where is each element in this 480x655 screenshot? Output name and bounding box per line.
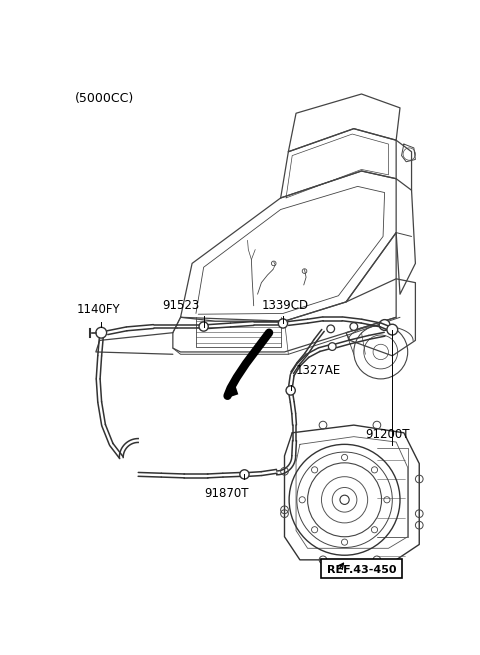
Circle shape — [96, 328, 107, 338]
Circle shape — [350, 323, 358, 330]
Circle shape — [278, 319, 288, 328]
Text: 1339CD: 1339CD — [262, 299, 309, 312]
Circle shape — [199, 322, 208, 331]
Circle shape — [328, 343, 336, 350]
Circle shape — [327, 325, 335, 333]
Circle shape — [379, 320, 390, 330]
Text: 91870T: 91870T — [204, 487, 249, 500]
Text: 91523: 91523 — [162, 299, 199, 312]
Text: 1327AE: 1327AE — [296, 364, 341, 377]
Circle shape — [286, 386, 295, 395]
Circle shape — [240, 470, 249, 479]
Text: (5000CC): (5000CC) — [75, 92, 134, 105]
Text: REF.43-450: REF.43-450 — [327, 565, 396, 575]
Text: 91200T: 91200T — [365, 428, 410, 441]
Circle shape — [387, 324, 398, 335]
Text: 1140FY: 1140FY — [77, 303, 120, 316]
Polygon shape — [225, 385, 238, 399]
FancyBboxPatch shape — [322, 559, 402, 578]
